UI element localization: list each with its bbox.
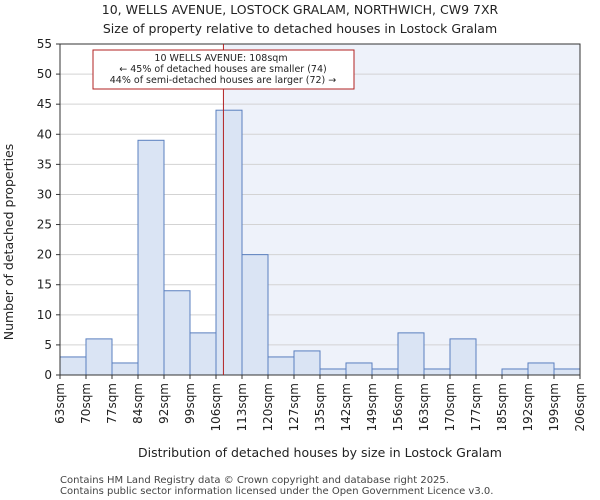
y-tick-label: 55 [37,37,52,51]
bar-106sqm [215,109,243,376]
bar-163sqm [423,368,451,376]
bar-92sqm [163,290,191,376]
x-axis-label: Distribution of detached houses by size … [138,445,502,460]
bar-layer [59,109,581,376]
larger-region-highlight [223,44,580,375]
x-tick-label: 135sqm [313,383,327,431]
y-tick-label: 20 [37,248,52,262]
y-tick-label: 40 [37,127,52,141]
bar-84sqm [137,139,165,376]
x-axis-ticks: 63sqm 70sqm 77sqm 84sqm 92sqm 99sqm 106sqm 113s… [53,375,587,431]
bar-113sqm [241,254,269,376]
x-tick-label: 127sqm [287,383,301,431]
bar-127sqm [293,350,321,376]
y-tick-label: 50 [37,67,52,81]
y-tick-label: 10 [37,308,52,322]
x-tick-label: 170sqm [443,383,457,431]
x-tick-label: 206sqm [573,383,587,431]
annotation-line-2: ← 45% of detached houses are smaller (74… [119,64,326,75]
chart-title: 10, WELLS AVENUE, LOSTOCK GRALAM, NORTHW… [102,2,499,17]
x-tick-label: 84sqm [131,383,145,424]
y-axis-label: Number of detached properties [1,144,16,341]
x-tick-label: 177sqm [469,383,483,431]
x-tick-label: 63sqm [53,383,67,424]
x-tick-label: 142sqm [339,383,353,431]
chart-subtitle: Size of property relative to detached ho… [103,21,497,36]
x-tick-label: 185sqm [495,383,509,431]
y-tick-label: 45 [37,97,52,111]
x-tick-label: 92sqm [157,383,171,424]
x-tick-label: 163sqm [417,383,431,431]
footer-line-2: Contains public sector information licen… [60,486,493,497]
annotation-line-1: 10 WELLS AVENUE: 108sqm [154,53,287,64]
bar-156sqm [397,332,425,376]
highlight-layer [223,44,580,375]
y-tick-label: 35 [37,157,52,171]
x-tick-label: 149sqm [365,383,379,431]
x-tick-label: 120sqm [261,383,275,431]
bar-77sqm [111,362,139,376]
bar-170sqm [449,338,477,376]
x-tick-label: 106sqm [209,383,223,431]
x-tick-label: 77sqm [105,383,119,424]
bar-135sqm [319,368,347,376]
bar-199sqm [553,368,581,376]
y-tick-label: 15 [37,278,52,292]
y-tick-label: 30 [37,187,52,201]
bar-142sqm [345,362,373,376]
bar-63sqm [59,356,87,376]
y-tick-label: 0 [44,368,52,382]
bar-149sqm [371,368,399,376]
y-tick-label: 25 [37,218,52,232]
x-tick-label: 70sqm [79,383,93,424]
bar-120sqm [267,356,295,376]
bar-192sqm [527,362,555,376]
footer-line-1: Contains HM Land Registry data © Crown c… [60,475,449,486]
bar-99sqm [189,332,217,376]
bar-185sqm [501,368,529,376]
annotation-box [92,49,355,90]
annotation-line-3: 44% of semi-detached houses are larger (… [110,75,337,86]
x-tick-label: 113sqm [235,383,249,431]
x-tick-label: 199sqm [547,383,561,431]
bar-70sqm [85,338,113,376]
y-tick-label: 5 [44,338,52,352]
x-tick-label: 99sqm [183,383,197,424]
x-tick-label: 156sqm [391,383,405,431]
y-axis-ticks: 0 5 10 15 20 25 30 35 40 45 50 55 [37,37,60,382]
x-tick-label: 192sqm [521,383,535,431]
